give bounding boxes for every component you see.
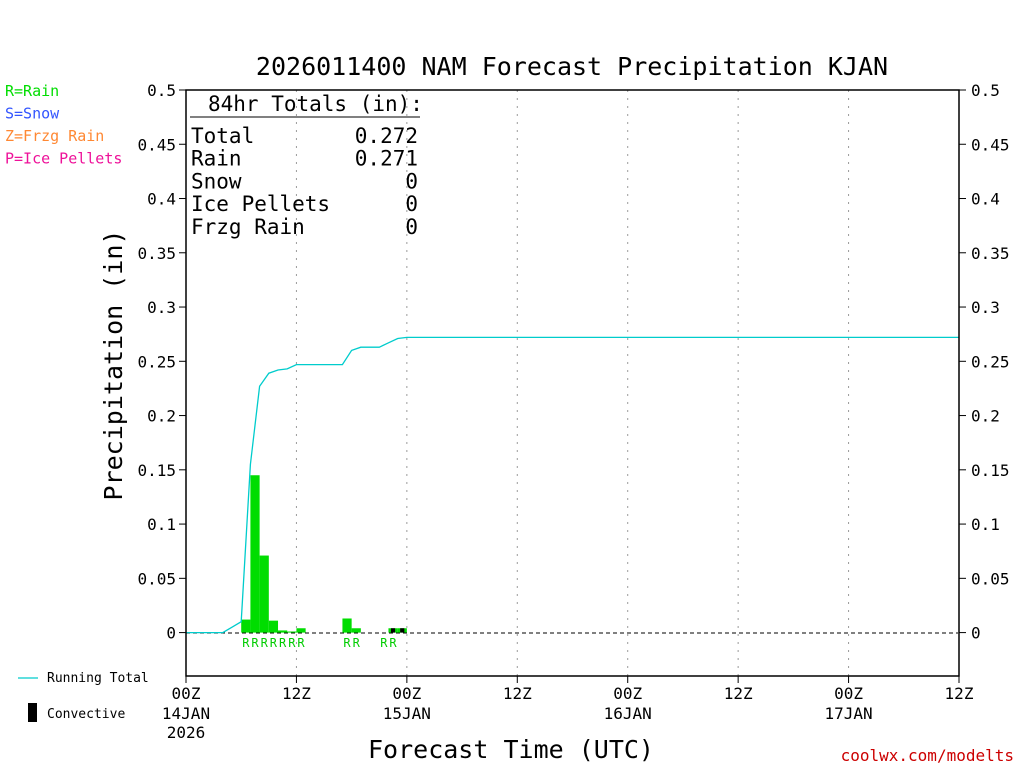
- totals-value-2: 0: [405, 169, 418, 193]
- ytick-left-label-3: 0.15: [137, 461, 176, 480]
- bars-group: [241, 475, 407, 633]
- ytick-right-label-6: 0.3: [971, 298, 1000, 317]
- totals-value-1: 0.271: [355, 147, 418, 171]
- convective-bar-0: [390, 628, 396, 633]
- xtick-date-2-0: 15JAN: [383, 704, 431, 723]
- totals-value-4: 0: [405, 215, 418, 239]
- precip-type-mark-2: R: [261, 636, 269, 650]
- grid-lines: [295, 90, 850, 676]
- rain-bar-3: [268, 620, 279, 633]
- xtick-date-0-0: 14JAN: [162, 704, 210, 723]
- convective-legend-label: Convective: [47, 707, 125, 722]
- precip-type-mark-0: R: [242, 636, 250, 650]
- ytick-right-label-5: 0.25: [971, 352, 1010, 371]
- ytick-right-label-7: 0.35: [971, 244, 1010, 263]
- rain-bar-2: [259, 555, 269, 633]
- ytick-right-label-8: 0.4: [971, 190, 1000, 209]
- running-total-legend-label: Running Total: [47, 671, 149, 686]
- ytick-right-label-2: 0.1: [971, 515, 1000, 534]
- xtick-label-6: 00Z: [834, 684, 863, 703]
- ytick-right-label-4: 0.2: [971, 407, 1000, 426]
- precip-type-mark-5: R: [288, 636, 296, 650]
- totals-box: 84hr Totals (in): Total 0.272 Rain 0.271 Sno…: [190, 92, 423, 239]
- rain-bar-0: [241, 619, 251, 633]
- ytick-left-label-4: 0.2: [147, 407, 176, 426]
- precip-type-mark-10: R: [389, 636, 397, 650]
- y-axis-label: Precipitation (in): [99, 230, 128, 501]
- ytick-right-label-10: 0.5: [971, 81, 1000, 100]
- rain-bar-4: [278, 630, 288, 633]
- ytick-left-label-6: 0.3: [147, 298, 176, 317]
- xtick-label-7: 12Z: [945, 684, 974, 703]
- ytick-right-label-0: 0: [971, 624, 981, 643]
- xtick-date-4-0: 16JAN: [604, 704, 652, 723]
- precip-type-mark-7: R: [343, 636, 351, 650]
- totals-heading: 84hr Totals (in):: [208, 92, 423, 116]
- ytick-left-label-5: 0.25: [137, 352, 176, 371]
- xtick-label-1: 12Z: [282, 684, 311, 703]
- xtick-date-6-0: 17JAN: [824, 704, 872, 723]
- precip-type-mark-4: R: [279, 636, 287, 650]
- totals-label-0: Total: [191, 124, 254, 148]
- convective-bar-1: [400, 628, 405, 633]
- totals-label-1: Rain: [191, 147, 242, 171]
- precip-type-mark-1: R: [251, 636, 259, 650]
- xtick-label-0: 00Z: [172, 684, 201, 703]
- convective-swatch: [28, 703, 37, 722]
- running-total-line: [186, 336, 959, 634]
- rain-bar-6: [296, 628, 306, 633]
- totals-label-2: Snow: [191, 169, 242, 193]
- type-key-item-3: P=Ice Pellets: [5, 150, 122, 168]
- rain-bar-1: [250, 475, 260, 633]
- precip-type-mark-3: R: [270, 636, 278, 650]
- precip-type-mark-6: R: [297, 636, 305, 650]
- ytick-right-label-9: 0.45: [971, 135, 1010, 154]
- precip-type-mark-9: R: [380, 636, 388, 650]
- xtick-label-2: 00Z: [392, 684, 421, 703]
- x-axis-label: Forecast Time (UTC): [368, 735, 654, 764]
- ytick-right-label-3: 0.15: [971, 461, 1010, 480]
- y-axis-ticks: 0 00.05 0.050.1 0.10.15 0.150.2 0.20.25 0.250.…: [137, 81, 1009, 643]
- ytick-right-label-1: 0.05: [971, 569, 1010, 588]
- precip-type-mark-8: R: [353, 636, 361, 650]
- plot-frame: [185, 89, 960, 677]
- type-key-item-2: Z=Frzg Rain: [5, 127, 104, 145]
- ytick-left-label-10: 0.5: [147, 81, 176, 100]
- ytick-left-label-2: 0.1: [147, 515, 176, 534]
- ytick-left-label-9: 0.45: [137, 135, 176, 154]
- totals-label-3: Ice Pellets: [191, 192, 330, 216]
- legend: Running Total Convective: [18, 671, 149, 722]
- ytick-left-label-1: 0.05: [137, 569, 176, 588]
- xtick-date-0-1: 2026: [167, 723, 206, 742]
- totals-value-0: 0.272: [355, 124, 418, 148]
- xtick-label-4: 00Z: [613, 684, 642, 703]
- type-key-item-1: S=Snow: [5, 105, 60, 123]
- type-key-item-0: R=Rain: [5, 82, 59, 100]
- precip-type-key: R=Rain S=Snow Z=Frzg Rain P=Ice Pellets: [5, 82, 122, 168]
- ytick-left-label-7: 0.35: [137, 244, 176, 263]
- xtick-label-3: 12Z: [503, 684, 532, 703]
- xtick-label-5: 12Z: [724, 684, 753, 703]
- ytick-left-label-0: 0: [166, 624, 176, 643]
- source-credit: coolwx.com/modelts: [841, 746, 1014, 765]
- rain-bar-8: [351, 628, 361, 633]
- totals-value-3: 0: [405, 192, 418, 216]
- rain-bar-7: [342, 618, 352, 633]
- ytick-left-label-8: 0.4: [147, 190, 176, 209]
- totals-label-4: Frzg Rain: [191, 215, 305, 239]
- chart-title: 2026011400 NAM Forecast Precipitation KJ…: [256, 52, 888, 81]
- rain-bar-5: [287, 631, 297, 633]
